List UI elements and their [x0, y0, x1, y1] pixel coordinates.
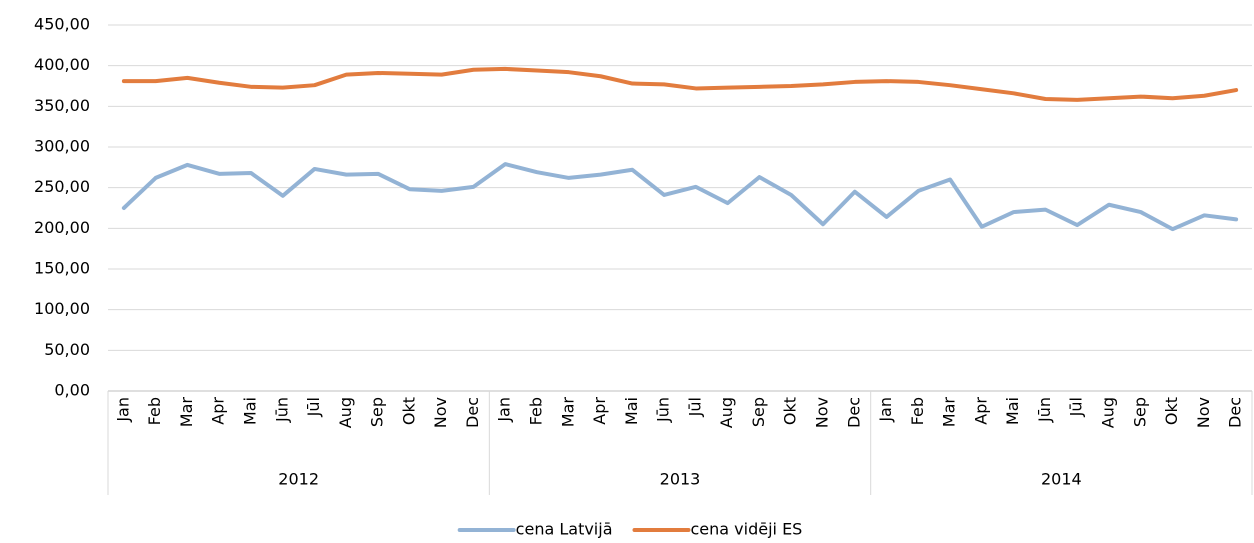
x-tick-label: Aug — [336, 397, 355, 428]
x-tick-label: Jan — [113, 397, 132, 423]
x-tick-label: Aug — [717, 397, 736, 428]
x-tick-label: Nov — [431, 397, 450, 428]
x-tick-label: Feb — [527, 397, 546, 425]
x-tick-label: Jūl — [304, 397, 323, 417]
y-tick-label: 400,00 — [34, 55, 90, 74]
x-tick-label: Mai — [1003, 397, 1022, 425]
y-tick-label: 150,00 — [34, 259, 90, 278]
x-tick-label: Okt — [781, 397, 800, 425]
x-tick-label: Dec — [1226, 397, 1245, 428]
series-line — [121, 162, 1239, 232]
x-tick-label: Jūn — [1035, 397, 1054, 423]
x-tick-label: Sep — [749, 397, 768, 427]
y-tick-label: 450,00 — [34, 15, 90, 34]
x-tick-label: Dec — [844, 397, 863, 428]
x-tick-label: Sep — [368, 397, 387, 427]
y-tick-label: 50,00 — [44, 340, 90, 359]
y-tick-label: 200,00 — [34, 218, 90, 237]
x-tick-label: Sep — [1130, 397, 1149, 427]
legend-label: cena vidēji ES — [691, 520, 803, 539]
group-label: 2012 — [278, 470, 319, 489]
x-tick-label: Aug — [1099, 397, 1118, 428]
x-tick-label: Jan — [876, 397, 895, 423]
x-tick-label: Mai — [622, 397, 641, 425]
x-tick-label: Okt — [1162, 397, 1181, 425]
x-tick-label: Jūl — [1067, 397, 1086, 417]
x-tick-label: Apr — [590, 397, 609, 425]
x-tick-label: Jūn — [272, 397, 291, 423]
x-tick-label: Jūl — [685, 397, 704, 417]
x-tick-label: Dec — [463, 397, 482, 428]
y-tick-label: 300,00 — [34, 137, 90, 156]
x-tick-label: Jan — [495, 397, 514, 423]
x-tick-label: Nov — [1194, 397, 1213, 428]
group-label: 2013 — [660, 470, 701, 489]
x-tick-label: Feb — [908, 397, 927, 425]
x-tick-label: Feb — [145, 397, 164, 425]
x-tick-label: Jūn — [654, 397, 673, 423]
y-tick-label: 0,00 — [54, 381, 90, 400]
group-label: 2014 — [1041, 470, 1082, 489]
y-tick-label: 250,00 — [34, 177, 90, 196]
x-tick-label: Apr — [209, 397, 228, 425]
x-tick-label: Apr — [971, 397, 990, 425]
y-tick-label: 100,00 — [34, 299, 90, 318]
x-tick-label: Mar — [558, 397, 577, 428]
x-tick-label: Mar — [940, 397, 959, 428]
x-tick-label: Nov — [813, 397, 832, 428]
x-tick-label: Mai — [241, 397, 260, 425]
x-tick-label: Mar — [177, 397, 196, 428]
legend-label: cena Latvijā — [516, 520, 613, 539]
y-tick-label: 350,00 — [34, 96, 90, 115]
series-line — [121, 66, 1239, 102]
x-tick-label: Okt — [399, 397, 418, 425]
